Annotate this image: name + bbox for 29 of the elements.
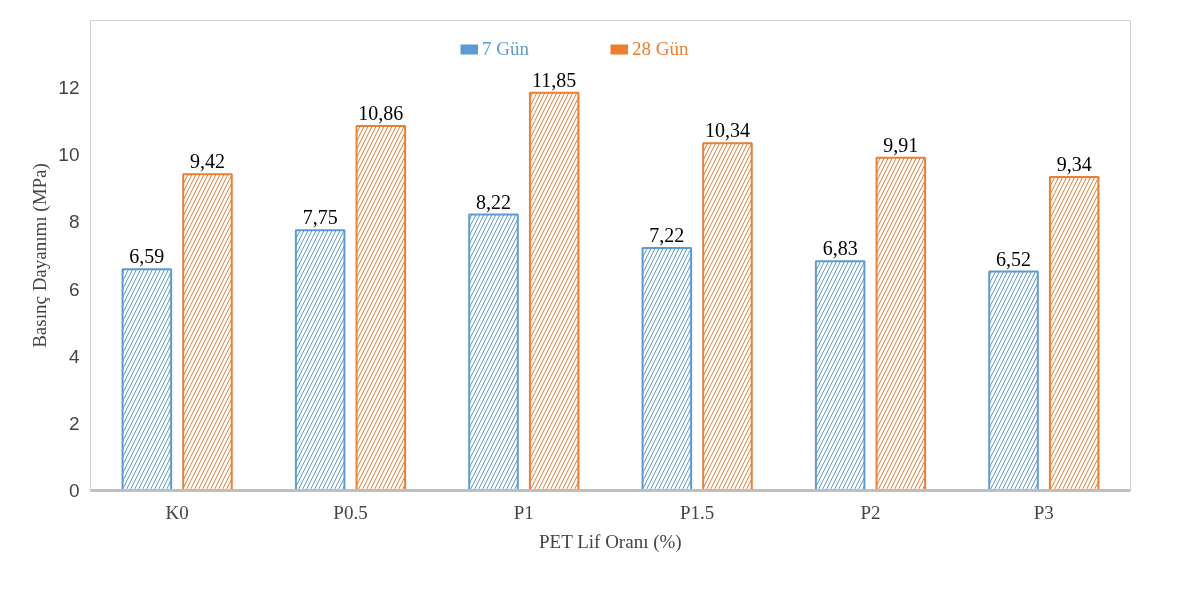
data-label: 9,91 [883,133,919,156]
data-label: 7,22 [649,224,685,247]
data-label: 10,34 [705,119,750,142]
data-label: 6,59 [129,245,165,268]
y-tick-label: 0 [68,480,80,501]
y-tick-label: 2 [68,412,80,434]
x-tick-label: P1 [513,501,534,523]
data-label: 11,85 [532,68,577,91]
y-tick-label: 10 [58,144,80,166]
data-label: 6,52 [996,247,1031,270]
data-label: 9,34 [1056,152,1092,175]
data-label: 8,22 [476,190,511,213]
y-tick-label: 4 [68,345,80,367]
y-axis-title: Basınç Dayanımı (MPa) [29,163,52,348]
y-tick-label: 12 [58,77,80,99]
x-tick-label: P1.5 [680,501,715,523]
data-label: 9,42 [190,150,225,173]
y-tick-label: 6 [68,278,80,300]
data-label: 7,75 [302,206,338,229]
x-tick-label: P2 [860,501,881,523]
x-tick-label: P3 [1033,501,1054,523]
y-tick-label: 8 [68,211,80,233]
x-tick-label: K0 [165,501,189,523]
data-label: 10,86 [358,101,404,124]
text: 7 Gün [482,38,529,60]
x-tick-label: P0.5 [333,501,368,523]
data-label: 6,83 [822,237,858,260]
text: 28 Gün [632,38,689,60]
x-axis-title: PET Lif Oranı (%) [539,530,682,553]
